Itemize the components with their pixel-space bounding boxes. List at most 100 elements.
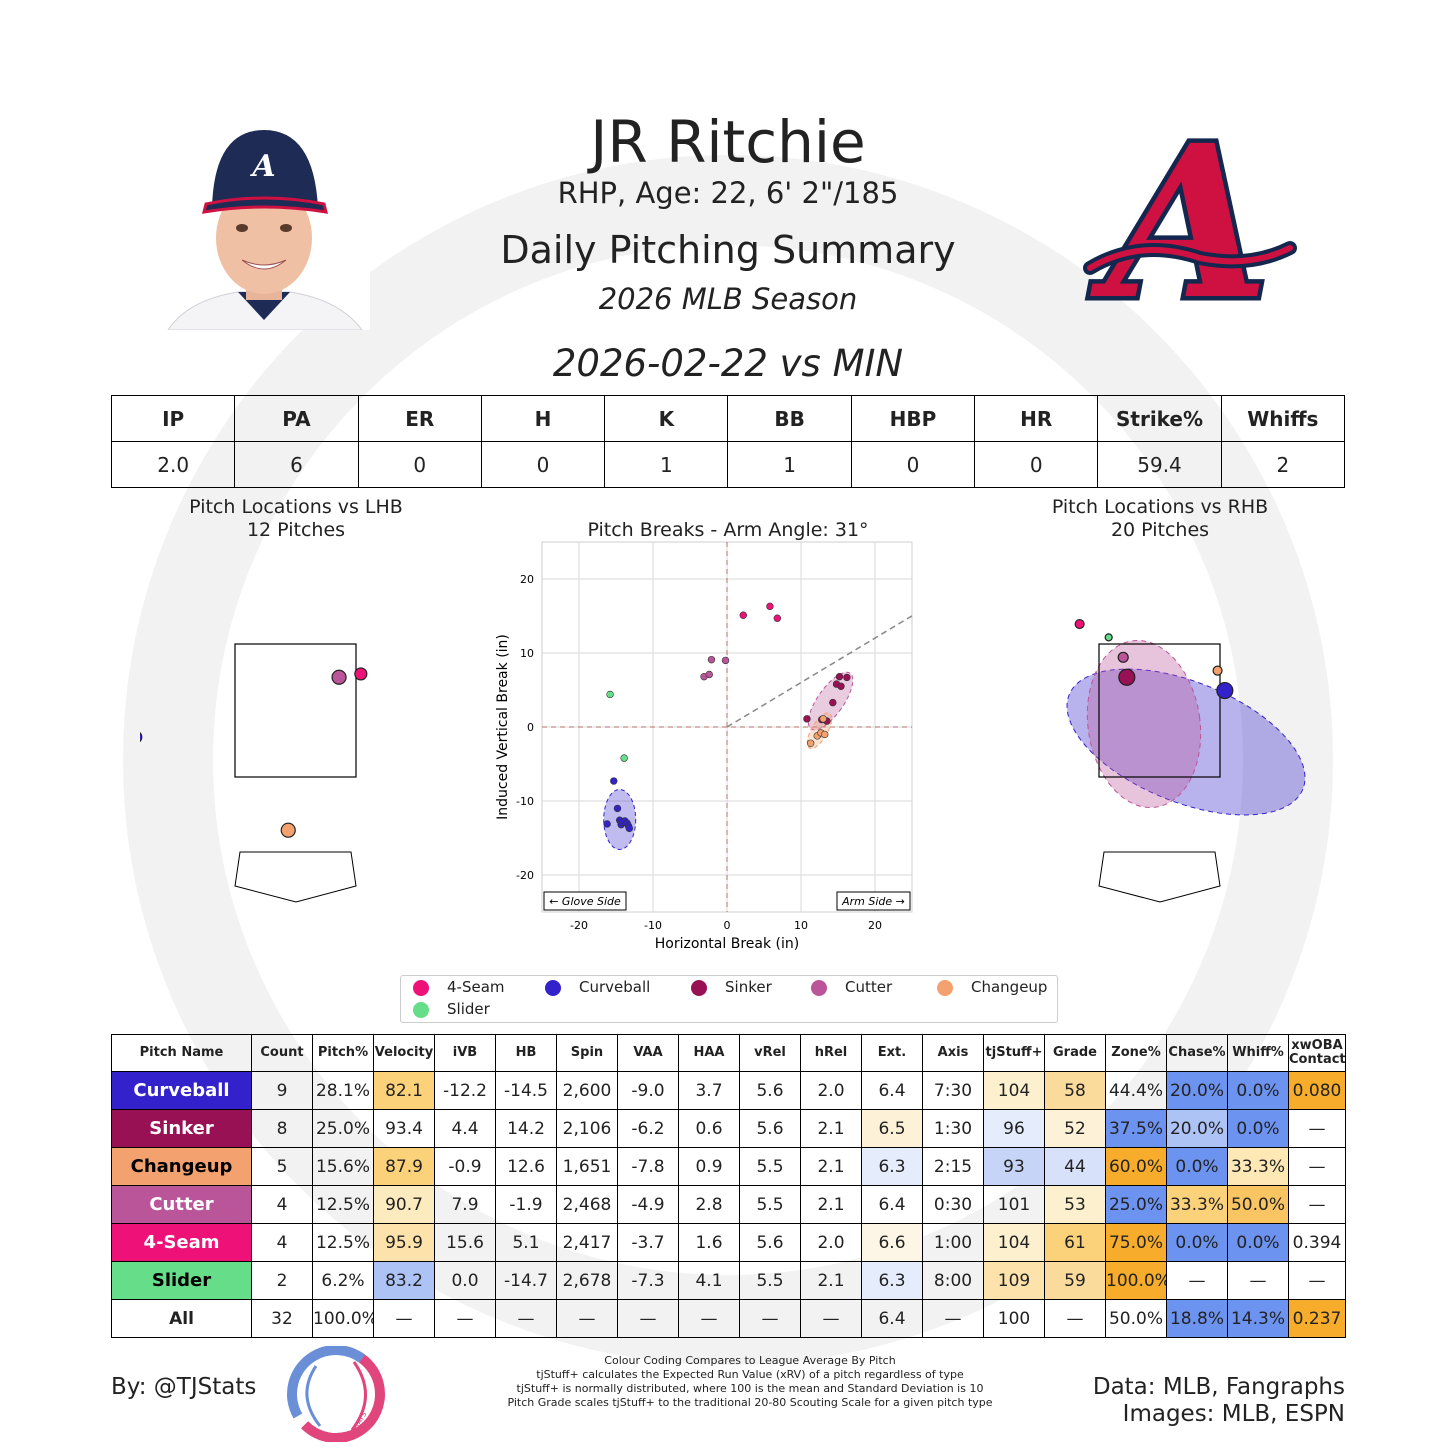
cell-tjstuff-: 104 xyxy=(983,1071,1045,1110)
point-cutter xyxy=(705,670,713,679)
game-stats-value-row: 2.0 6 0 0 1 1 0 0 59.4 2 xyxy=(110,441,1346,488)
point-cutter xyxy=(707,655,716,664)
cell-whiff-: — xyxy=(1227,1261,1289,1300)
cell-zone-: 25.0% xyxy=(1105,1185,1167,1224)
location-point-slider xyxy=(1104,633,1113,642)
pitch-name-cell: Curveball xyxy=(111,1071,252,1110)
cell-haa: 3.7 xyxy=(678,1071,740,1110)
legend-swatch xyxy=(691,979,707,996)
cutter-density-ellipse xyxy=(1086,639,1202,809)
point-4-seam xyxy=(773,614,782,622)
cell-whiff-: 14.3% xyxy=(1227,1299,1289,1338)
col-header-zone-: Zone% xyxy=(1105,1034,1167,1072)
cell-hb: -14.5 xyxy=(495,1071,557,1110)
cell-whiff-: 50.0% xyxy=(1227,1185,1289,1224)
cell-tjstuff-: 100 xyxy=(983,1299,1045,1338)
cell-vrel: — xyxy=(739,1299,801,1338)
point-curveball xyxy=(613,804,622,813)
arm-angle-line xyxy=(726,615,913,728)
data-credit: Data: MLB, Fangraphs Images: MLB, ESPN xyxy=(1093,1374,1345,1428)
table-row: Changeup 5 15.6% 87.9 -0.9 12.6 1,651 -7.8 0.9 5.… xyxy=(111,1147,1346,1186)
tjstats-logo: STATS xyxy=(287,1346,385,1442)
cell-count: 5 xyxy=(251,1147,313,1186)
pitch-name-cell: Sinker xyxy=(111,1109,252,1148)
point-4-seam xyxy=(739,611,747,619)
cell-vaa: -3.7 xyxy=(617,1223,679,1262)
point-sinker xyxy=(837,682,845,691)
rhb-chart-title: Pitch Locations vs RHB 20 Pitches xyxy=(1004,496,1316,542)
cell-velocity: — xyxy=(373,1299,435,1338)
col-header-grade: Grade xyxy=(1044,1034,1106,1072)
cell-chase-: 33.3% xyxy=(1166,1185,1228,1224)
point-curveball xyxy=(603,820,611,828)
cell-axis: 2:15 xyxy=(922,1147,984,1186)
point-sinker xyxy=(829,698,837,707)
stat-value-er: 0 xyxy=(357,441,482,488)
rhb-location-chart xyxy=(1066,618,1306,903)
col-header-pitch-: Pitch% xyxy=(312,1034,374,1072)
rhb-pitch-count: 20 Pitches xyxy=(1110,519,1210,541)
curveball-density-ellipse xyxy=(1066,668,1306,816)
cell-hrel: 2.1 xyxy=(800,1185,862,1224)
cell-ivb: — xyxy=(434,1299,496,1338)
cell-vaa: -6.2 xyxy=(617,1109,679,1148)
cell-hrel: — xyxy=(800,1299,862,1338)
cell-hrel: 2.1 xyxy=(800,1261,862,1300)
cell-vaa: -7.8 xyxy=(617,1147,679,1186)
cell-hb: 5.1 xyxy=(495,1223,557,1262)
cell-velocity: 93.4 xyxy=(373,1109,435,1148)
colour-notes: Colour Coding Compares to League Average… xyxy=(430,1354,1070,1410)
legend-item-changeup: Changeup xyxy=(937,978,1047,996)
cell-ivb: 0.0 xyxy=(434,1261,496,1300)
pitch-legend: 4-Seam Curveball Sinker Cutter Changeup Slide… xyxy=(400,975,1058,1023)
location-point-curveball xyxy=(140,732,143,743)
cell-xwoba-contact: — xyxy=(1288,1261,1346,1300)
cell-ivb: 7.9 xyxy=(434,1185,496,1224)
cell-grade: 58 xyxy=(1044,1071,1106,1110)
cell-pitch-: 15.6% xyxy=(312,1147,374,1186)
cell-spin: 1,651 xyxy=(556,1147,618,1186)
rhb-title: Pitch Locations vs RHB xyxy=(1051,496,1269,518)
image-source: Images: MLB, ESPN xyxy=(1122,1401,1345,1427)
cell-count: 9 xyxy=(251,1071,313,1110)
lhb-title: Pitch Locations vs LHB xyxy=(189,496,403,518)
cell-zone-: 44.4% xyxy=(1105,1071,1167,1110)
point-curveball xyxy=(610,777,618,785)
note-line: Colour Coding Compares to League Average… xyxy=(604,1354,896,1367)
cell-chase-: 20.0% xyxy=(1166,1071,1228,1110)
team-logo: A xyxy=(1083,118,1297,328)
cell-count: 4 xyxy=(251,1185,313,1224)
legend-item-sinker: Sinker xyxy=(691,978,772,996)
point-slider xyxy=(606,690,614,699)
stat-header-h: H xyxy=(480,395,606,442)
cell-spin: 2,417 xyxy=(556,1223,618,1262)
cell-haa: 4.1 xyxy=(678,1261,740,1300)
col-header-tjstuff-: tjStuff+ xyxy=(983,1034,1045,1072)
stat-value-pa: 6 xyxy=(234,441,359,488)
location-point-curveball xyxy=(1216,681,1234,700)
cell-tjstuff-: 93 xyxy=(983,1147,1045,1186)
cell-xwoba-contact: — xyxy=(1288,1185,1346,1224)
col-header-vaa: VAA xyxy=(617,1034,679,1072)
cell-ext-: 6.3 xyxy=(861,1147,923,1186)
point-sinker xyxy=(803,715,811,723)
cell-xwoba-contact: 0.237 xyxy=(1288,1299,1346,1338)
cell-haa: — xyxy=(678,1299,740,1338)
col-header-hrel: hRel xyxy=(800,1034,862,1072)
cell-whiff-: 0.0% xyxy=(1227,1071,1289,1110)
legend-label: 4-Seam xyxy=(447,978,505,996)
x-tick-label: 10 xyxy=(794,919,808,932)
cell-velocity: 83.2 xyxy=(373,1261,435,1300)
table-row: Sinker 8 25.0% 93.4 4.4 14.2 2,106 -6.2 0.6 5.6 2.… xyxy=(111,1109,1346,1148)
stat-header-hbp: HBP xyxy=(850,395,976,442)
stat-value-whiffs: 2 xyxy=(1220,441,1346,488)
location-point-cutter xyxy=(1117,651,1129,663)
location-point-4-seam xyxy=(354,667,368,681)
cell-grade: 44 xyxy=(1044,1147,1106,1186)
cell-hb: — xyxy=(495,1299,557,1338)
cell-grade: 61 xyxy=(1044,1223,1106,1262)
stat-value-strike-: 59.4 xyxy=(1097,441,1222,488)
game-label: 2026-02-22 vs MIN xyxy=(552,342,904,385)
legend-item-4-seam: 4-Seam xyxy=(413,978,505,996)
legend-swatch xyxy=(413,1001,429,1018)
